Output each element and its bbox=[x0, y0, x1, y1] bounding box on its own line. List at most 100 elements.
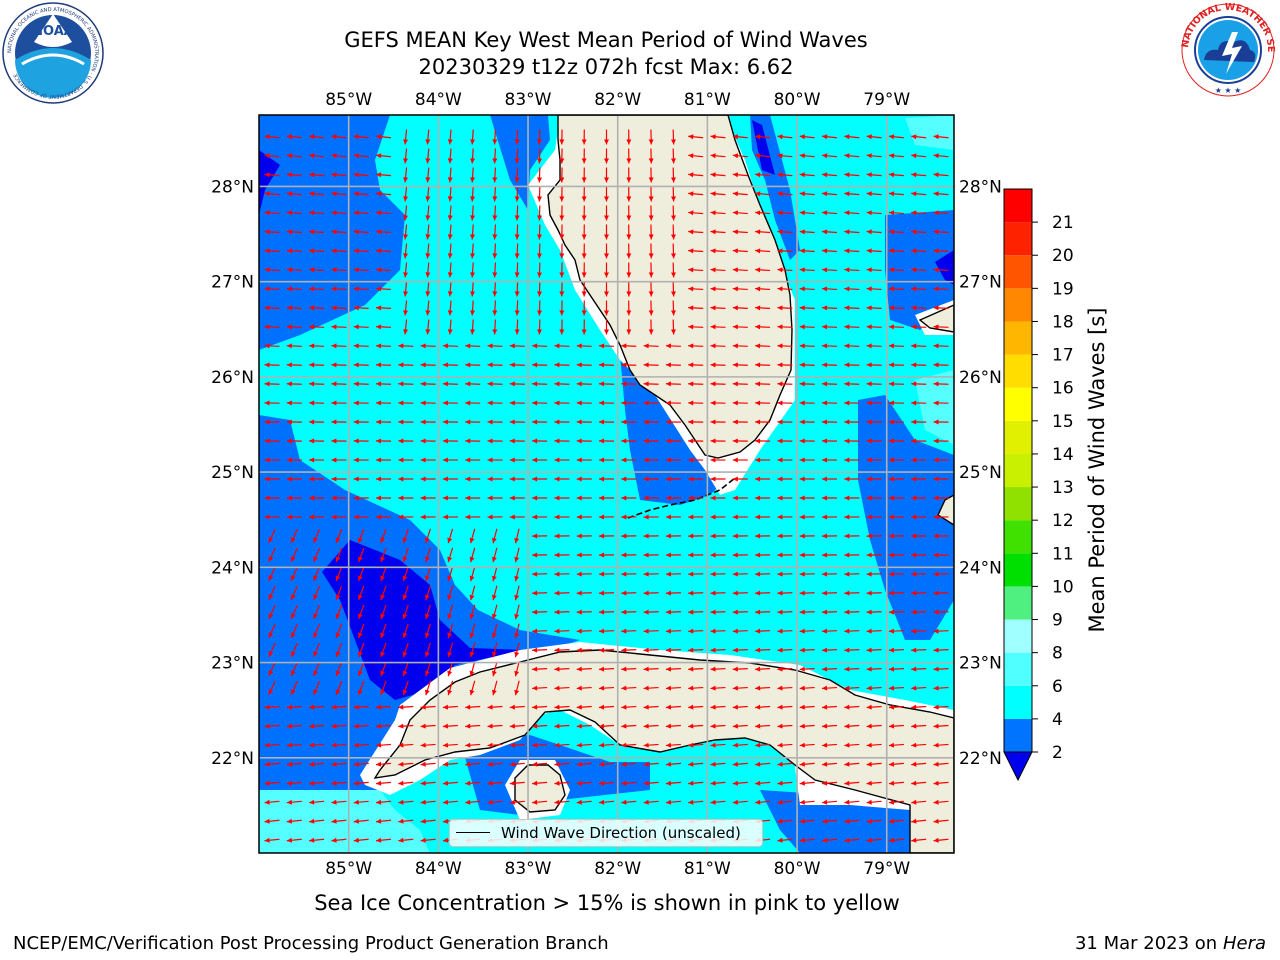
wind-arrow bbox=[799, 495, 815, 501]
wind-arrow bbox=[598, 761, 615, 767]
wind-arrow bbox=[643, 742, 659, 748]
lon-tick-label-bottom: 84°W bbox=[415, 859, 462, 879]
wind-arrow bbox=[777, 628, 793, 634]
wind-arrow bbox=[777, 172, 793, 178]
wind-arrow bbox=[732, 457, 748, 463]
wind-arrow bbox=[755, 210, 771, 216]
colorbar-tick-label: 6 bbox=[1052, 677, 1063, 697]
wind-arrow bbox=[821, 742, 838, 748]
colorbar-swatch bbox=[1004, 453, 1032, 488]
wind-arrow bbox=[821, 324, 838, 330]
wind-arrow bbox=[286, 134, 302, 140]
wind-arrow bbox=[732, 514, 748, 520]
wind-arrow bbox=[514, 224, 520, 240]
wind-arrow bbox=[554, 666, 570, 672]
wind-arrow bbox=[777, 286, 793, 292]
wind-arrow bbox=[447, 547, 454, 563]
wind-arrow bbox=[309, 343, 325, 349]
wind-arrow bbox=[491, 547, 498, 563]
wind-arrow bbox=[648, 129, 654, 145]
wind-arrow bbox=[286, 210, 302, 216]
wind-arrow bbox=[264, 153, 280, 159]
wind-arrow bbox=[403, 224, 409, 240]
wind-arrow bbox=[331, 248, 347, 254]
wind-arrow bbox=[643, 552, 659, 558]
wind-arrow bbox=[447, 300, 453, 316]
wind-arrow bbox=[670, 300, 676, 316]
date-text: 31 Mar 2023 on Hera bbox=[1075, 933, 1266, 954]
wind-arrow bbox=[375, 818, 392, 824]
wind-arrow bbox=[398, 438, 414, 444]
lat-tick-label-left: 22°N bbox=[211, 749, 254, 769]
wind-arrow bbox=[309, 381, 325, 387]
wind-arrow bbox=[911, 457, 927, 463]
colorbar-tick-label: 11 bbox=[1052, 544, 1074, 564]
wind-arrow bbox=[398, 495, 414, 501]
wind-arrow bbox=[933, 495, 949, 501]
wind-arrow bbox=[403, 186, 409, 202]
wind-arrow bbox=[554, 476, 570, 482]
wind-arrow bbox=[888, 685, 904, 691]
wind-arrow bbox=[447, 604, 454, 620]
wind-arrow bbox=[777, 267, 793, 273]
wind-arrow bbox=[380, 661, 387, 677]
colorbar-tick-label: 10 bbox=[1052, 577, 1074, 597]
wind-arrow bbox=[911, 324, 927, 330]
colorbar-frame bbox=[1003, 188, 1033, 753]
wind-arrow bbox=[375, 495, 392, 501]
wind-arrow bbox=[821, 533, 838, 539]
wind-arrow bbox=[465, 799, 481, 805]
wind-arrow bbox=[375, 134, 392, 140]
wind-arrow bbox=[755, 723, 771, 729]
wind-arrow bbox=[353, 267, 369, 273]
wind-arrow bbox=[290, 528, 298, 544]
wind-arrow bbox=[626, 300, 632, 316]
wind-arrow bbox=[581, 167, 587, 183]
wind-arrow bbox=[643, 628, 659, 634]
wind-arrow bbox=[933, 153, 949, 159]
wind-arrow bbox=[264, 210, 280, 216]
wind-arrow bbox=[420, 704, 436, 710]
wind-arrow bbox=[777, 666, 793, 672]
wind-arrow bbox=[442, 723, 458, 729]
wind-arrow bbox=[888, 723, 904, 729]
wind-arrow bbox=[821, 172, 838, 178]
wind-arrow bbox=[509, 457, 525, 463]
wind-arrow bbox=[844, 419, 860, 425]
wind-arrow bbox=[598, 704, 615, 710]
wind-arrow bbox=[286, 286, 302, 292]
wind-arrow bbox=[559, 319, 565, 335]
wind-arrow bbox=[492, 205, 498, 221]
wind-arrow bbox=[626, 205, 632, 221]
wind-arrow bbox=[688, 609, 704, 615]
wind-arrow bbox=[576, 495, 592, 501]
wind-arrow bbox=[821, 381, 838, 387]
wind-arrow bbox=[576, 381, 592, 387]
wind-arrow bbox=[309, 400, 325, 406]
wind-arrow bbox=[581, 186, 587, 202]
wind-arrow bbox=[491, 604, 498, 620]
wind-arrow bbox=[911, 666, 927, 672]
wind-arrow bbox=[403, 129, 409, 145]
wind-arrow bbox=[866, 837, 882, 843]
wind-arrow bbox=[353, 837, 369, 843]
wind-arrow bbox=[844, 514, 860, 520]
wind-arrow bbox=[866, 324, 882, 330]
wind-arrow bbox=[492, 300, 498, 316]
wind-arrow bbox=[309, 324, 325, 330]
wind-arrow bbox=[777, 324, 793, 330]
wind-arrow bbox=[598, 799, 615, 805]
wind-arrow bbox=[353, 476, 369, 482]
wind-arrow bbox=[888, 780, 904, 786]
wind-arrow bbox=[844, 533, 860, 539]
wind-arrow bbox=[375, 476, 392, 482]
wind-arrow bbox=[911, 419, 927, 425]
lon-tick-label-top: 83°W bbox=[505, 90, 552, 110]
wind-arrow bbox=[911, 780, 927, 786]
wind-arrow bbox=[470, 186, 476, 202]
wind-arrow bbox=[688, 362, 704, 368]
wind-arrow bbox=[514, 148, 520, 164]
wind-arrow bbox=[604, 300, 609, 316]
wind-arrow bbox=[755, 362, 771, 368]
wind-arrow bbox=[732, 381, 748, 387]
